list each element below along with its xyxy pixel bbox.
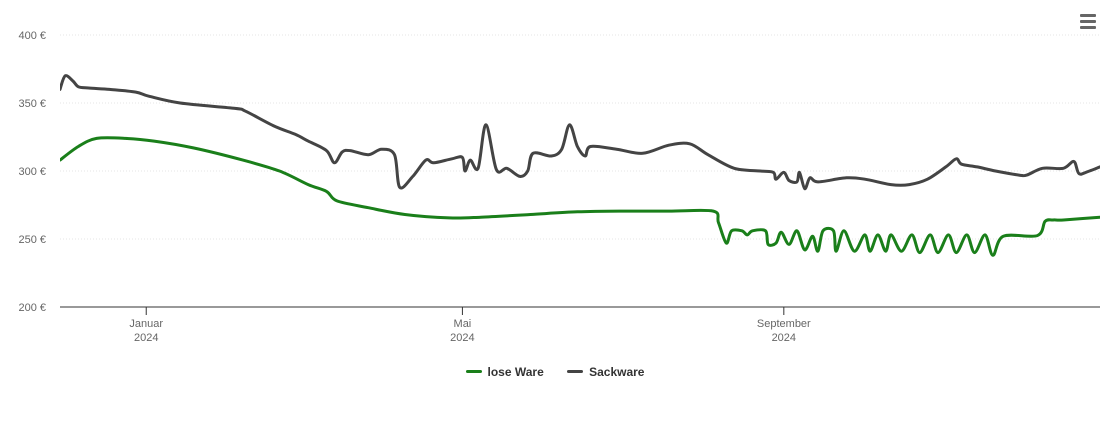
- legend-swatch: [465, 370, 482, 373]
- y-tick-label: 250 €: [18, 234, 46, 246]
- hamburger-menu-icon: [1080, 14, 1096, 17]
- y-tick-label: 400 €: [18, 30, 46, 42]
- y-tick-label: 350 €: [18, 98, 46, 110]
- chart-legend: lose Ware Sackware: [0, 362, 1110, 379]
- legend-item-lose-ware[interactable]: lose Ware: [465, 364, 544, 379]
- legend-item-sackware[interactable]: Sackware: [567, 365, 644, 379]
- legend-label: Sackware: [589, 364, 645, 379]
- series-line-lose-ware[interactable]: [60, 136, 1100, 257]
- series-lines: [60, 74, 1110, 257]
- grid-lines: [60, 34, 1100, 240]
- legend-swatch: [567, 370, 584, 373]
- chart-menu-button[interactable]: [1076, 10, 1100, 32]
- y-tick-label: 300 €: [18, 166, 46, 178]
- x-tick-label: Mai: [454, 318, 472, 330]
- x-tick-label: 2024: [450, 332, 474, 344]
- x-axis-labels: Januar 2024 Mai 2024 September 2024: [129, 307, 811, 344]
- series-line-sackware[interactable]: [60, 74, 1110, 191]
- y-tick-label: 200 €: [18, 302, 46, 314]
- x-tick-label: Januar: [129, 318, 163, 330]
- x-tick-label: September: [757, 318, 811, 330]
- hamburger-menu-icon-bar: [1080, 20, 1096, 23]
- y-axis-labels: 200 € 250 € 300 € 350 € 400 €: [18, 30, 46, 314]
- hamburger-menu-icon-bar: [1080, 26, 1096, 29]
- x-tick-label: 2024: [772, 332, 796, 344]
- legend-label: lose Ware: [487, 364, 544, 379]
- x-tick-label: 2024: [134, 332, 158, 344]
